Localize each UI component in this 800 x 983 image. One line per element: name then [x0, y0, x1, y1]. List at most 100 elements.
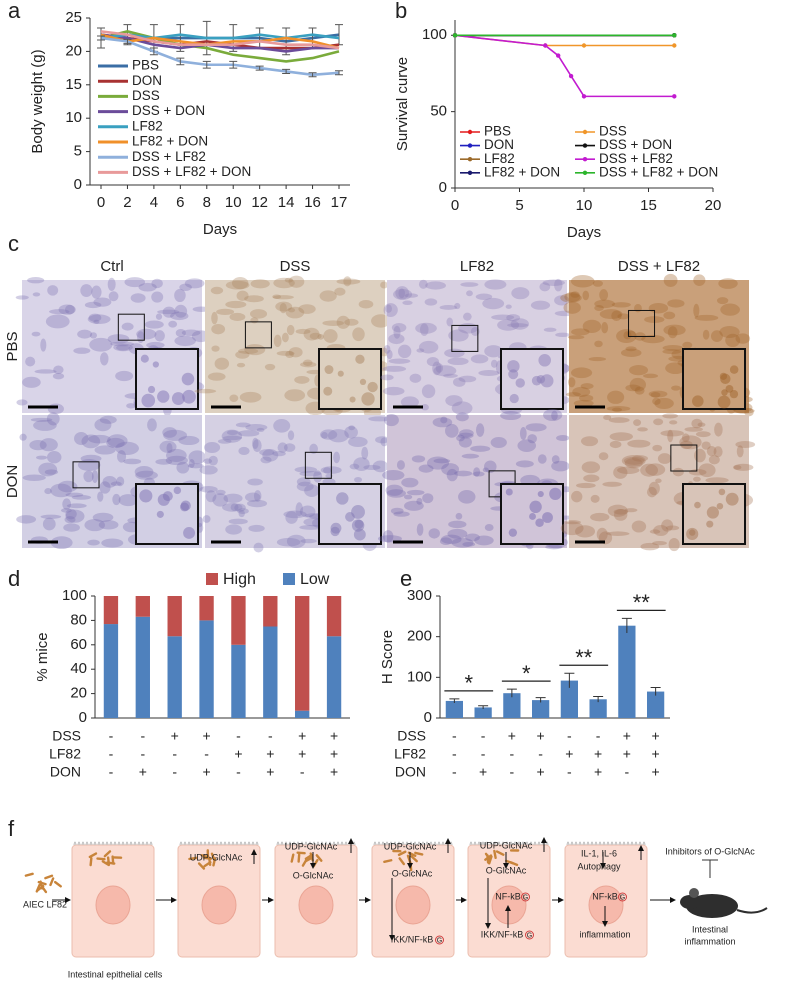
condition-sign: -: [109, 746, 114, 762]
tissue-texture: [616, 329, 637, 344]
tissue-texture: [44, 469, 59, 475]
tissue-texture: [625, 384, 641, 392]
bar-segment: [263, 626, 278, 718]
tissue-texture: [652, 397, 661, 405]
bar: [560, 680, 578, 718]
tissue-texture: [435, 363, 444, 373]
bar-segment: [135, 596, 150, 617]
tissue-texture: [238, 348, 259, 355]
inset: [682, 348, 746, 410]
tissue-texture: [210, 286, 224, 295]
tissue-texture: [462, 541, 476, 547]
tissue-texture: [63, 523, 80, 532]
tissue-texture: [527, 434, 537, 444]
tissue-texture: [236, 290, 249, 301]
column-label: DSS: [280, 258, 311, 275]
inset-texture: [531, 375, 542, 386]
tissue-texture: [420, 323, 429, 336]
legend-label: DON: [484, 137, 514, 152]
inset-texture: [706, 506, 719, 519]
inset-texture: [729, 389, 739, 399]
tissue-texture: [42, 517, 56, 531]
glyco-label: G: [527, 932, 532, 939]
point: [672, 33, 677, 38]
tissue-texture: [607, 390, 625, 404]
inset-texture: [152, 361, 159, 368]
tissue-texture: [662, 345, 684, 351]
tissue-texture: [665, 525, 680, 531]
tissue-texture: [320, 429, 338, 440]
bacterium: [88, 852, 98, 859]
tissue-texture: [455, 412, 469, 422]
y-tick-label: 100: [62, 587, 87, 604]
tissue-texture: [162, 427, 177, 438]
tissue-texture: [391, 323, 407, 333]
condition-label: LF82: [394, 746, 426, 762]
inset-texture: [718, 488, 726, 496]
tissue-texture: [336, 315, 350, 329]
column-label: DSS + LF82: [618, 258, 700, 275]
tissue-texture: [432, 417, 453, 428]
tissue-texture: [118, 494, 138, 507]
condition-sign: +: [623, 728, 631, 744]
step-text: O-GlcNAc: [293, 870, 334, 880]
tissue-texture: [325, 473, 333, 478]
error-bar: [229, 60, 238, 69]
tissue-texture: [50, 483, 72, 498]
tissue-texture: [701, 441, 711, 450]
tissue-texture: [607, 504, 628, 517]
tissue-texture: [77, 459, 101, 471]
tissue-texture: [174, 335, 196, 347]
y-tick-label: 100: [407, 668, 432, 685]
bar-segment: [167, 636, 182, 718]
inhibitor-label: Inhibitors of O-GlcNAc: [665, 846, 755, 856]
tissue-texture: [89, 337, 113, 352]
tissue-texture: [588, 356, 607, 362]
tissue-texture: [116, 344, 130, 351]
tissue-texture: [398, 288, 406, 299]
tissue-texture: [580, 436, 599, 447]
tissue-texture: [287, 430, 295, 441]
inset-texture: [351, 519, 365, 532]
tissue-texture: [106, 437, 125, 449]
tissue-texture: [88, 434, 111, 444]
series-line: [100, 30, 340, 50]
legend-marker: [467, 143, 473, 148]
tissue-texture: [575, 482, 596, 489]
condition-label: DON: [50, 764, 81, 780]
bacterium: [304, 856, 314, 863]
tissue-texture: [706, 445, 717, 457]
inset-texture: [508, 528, 518, 537]
tissue-texture: [543, 327, 557, 332]
tissue-texture: [313, 470, 323, 483]
step-text: NF-kB: [495, 891, 521, 901]
bacterium: [297, 853, 301, 863]
tissue-texture: [237, 508, 249, 514]
tissue-texture: [275, 301, 293, 312]
tissue-texture: [281, 332, 289, 343]
tissue-texture: [409, 373, 422, 383]
x-tick-label: 12: [251, 194, 268, 211]
tissue-texture: [505, 304, 512, 309]
bacterium: [203, 861, 212, 868]
inset-texture: [171, 392, 185, 406]
tissue-texture: [396, 460, 405, 470]
tissue-texture: [229, 394, 239, 402]
tissue-texture: [47, 285, 59, 296]
bacterium: [383, 859, 393, 864]
bar-segment: [103, 596, 119, 625]
tissue-texture: [440, 416, 448, 424]
bar: [445, 700, 463, 718]
tissue-texture: [279, 302, 287, 314]
tissue-texture: [94, 445, 116, 455]
bacterium: [484, 852, 492, 861]
tissue-texture: [643, 373, 659, 379]
tissue-texture: [385, 484, 404, 496]
tissue-texture: [40, 338, 47, 352]
tissue-texture: [283, 510, 307, 519]
tissue-texture: [22, 474, 46, 481]
tissue-texture: [634, 386, 645, 395]
tissue-texture: [80, 454, 102, 463]
tissue-texture: [500, 411, 522, 421]
error-bar: [149, 47, 158, 56]
